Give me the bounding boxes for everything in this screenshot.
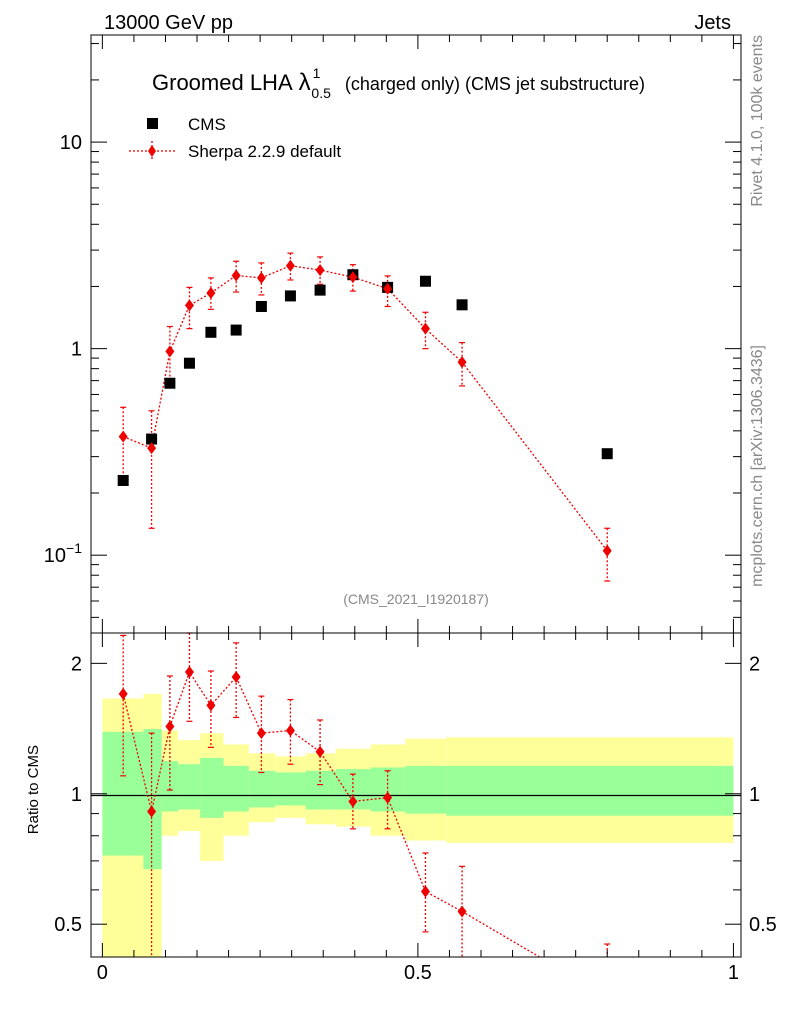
title-lambda: λ <box>299 69 311 96</box>
mc-ratio-point <box>457 905 467 918</box>
uncertainty-band-inner <box>481 765 734 816</box>
legend-data-marker <box>147 118 158 129</box>
data-point <box>117 474 129 486</box>
ratio-plot-panel: 0.5 0.5 1 1 2 2 0 0.5 1 Ratio to CMS <box>25 632 777 984</box>
mc-ratio-point <box>231 670 241 683</box>
data-point <box>146 433 158 445</box>
data-point <box>456 299 468 311</box>
mc-ratio-point <box>256 727 266 740</box>
uncertainty-band-inner <box>200 757 224 818</box>
ratio-y-tick-label-right: 2 <box>749 653 760 675</box>
data-points <box>117 269 613 486</box>
mc-ratio-point <box>206 699 216 712</box>
data-point <box>255 300 267 312</box>
ratio-ylabel: Ratio to CMS <box>25 745 42 834</box>
title-main: Groomed LHA <box>152 70 293 95</box>
mc-line <box>122 265 608 552</box>
mc-ratio-point <box>420 885 430 898</box>
mc-point <box>348 271 358 284</box>
mc-point <box>285 259 295 272</box>
ratio-band-inner <box>102 729 734 870</box>
legend-data-label: CMS <box>188 115 226 134</box>
legend: CMS Sherpa 2.2.9 default <box>129 115 341 161</box>
legend-mc-marker <box>148 145 156 157</box>
mc-point <box>256 271 266 284</box>
mc-ratio-point <box>184 666 194 679</box>
mc-ratio-point <box>348 795 358 808</box>
data-point <box>601 448 613 460</box>
mc-point <box>420 322 430 335</box>
plot-title: Groomed LHA λ 1 0.5 (charged only) (CMS jet … <box>152 65 645 101</box>
mc-line-main <box>122 265 608 552</box>
mc-point <box>602 544 612 557</box>
uncertainty-band-inner <box>275 772 306 806</box>
uncertainty-band-inner <box>143 729 162 870</box>
mc-ratio-point <box>118 687 128 700</box>
mc-point <box>147 442 157 455</box>
x-tick-label: 1 <box>728 962 739 984</box>
ratio-y-tick-label-left: 2 <box>71 653 82 675</box>
mc-point <box>315 264 325 277</box>
uncertainty-band-inner <box>178 764 201 810</box>
uncertainty-band-inner <box>446 765 481 816</box>
mc-points-main <box>118 259 612 557</box>
uncertainty-band-inner <box>223 765 249 812</box>
mc-point <box>165 345 175 358</box>
main-axes: 10−1 1 10 <box>44 35 741 633</box>
data-point <box>230 324 242 336</box>
process-label: Jets <box>694 12 731 34</box>
mc-ratio-line <box>122 670 540 958</box>
mc-ratio-point <box>165 720 175 733</box>
uncertainty-band-inner <box>405 765 447 814</box>
data-point <box>314 284 326 296</box>
title-sub: 0.5 <box>311 85 331 101</box>
data-point <box>205 326 217 338</box>
x-tick-label: 0.5 <box>404 962 432 984</box>
source-label: mcplots.cern.ch [arXiv:1306.3436] <box>749 345 766 587</box>
analysis-id: (CMS_2021_I1920187) <box>343 591 489 607</box>
y-tick-label: 10−1 <box>44 540 82 567</box>
ratio-frame <box>90 632 742 958</box>
mc-ratio-point <box>147 805 157 818</box>
uncertainty-band-inner <box>248 770 276 808</box>
uncertainty-band-inner <box>370 767 406 812</box>
data-point <box>183 357 195 369</box>
mc-point <box>184 299 194 312</box>
mc-point <box>206 286 216 299</box>
uncertainty-band-inner <box>102 731 144 856</box>
mc-point <box>231 269 241 282</box>
mc-ratio-point <box>285 724 295 737</box>
y-tick-label: 10 <box>60 132 82 154</box>
ratio-y-tick-label-left: 0.5 <box>54 914 82 936</box>
x-tick-label: 0 <box>97 962 108 984</box>
energy-label: 13000 GeV pp <box>104 12 233 34</box>
data-point <box>284 290 296 302</box>
ratio-y-tick-label-right: 1 <box>749 784 760 806</box>
mc-ratio-point <box>315 745 325 758</box>
title-sup: 1 <box>313 65 321 81</box>
ratio-axes: 0.5 0.5 1 1 2 2 0 0.5 1 <box>54 633 777 984</box>
mc-ratio-point <box>383 791 393 804</box>
uncertainty-band-inner <box>161 761 179 812</box>
ratio-y-tick-label-right: 0.5 <box>749 914 777 936</box>
ratio-band-outer <box>102 693 734 957</box>
rivet-version-label: Rivet 4.1.0, 100k events <box>749 35 766 207</box>
data-point <box>164 377 176 389</box>
mc-point <box>457 356 467 369</box>
mc-points-ratio <box>118 666 467 918</box>
mc-line-ratio <box>122 670 540 958</box>
ratio-y-tick-label-left: 1 <box>71 784 82 806</box>
mc-point <box>383 282 393 295</box>
y-tick-label: 1 <box>71 339 82 361</box>
title-tail: (charged only) (CMS jet substructure) <box>345 74 645 94</box>
data-point <box>419 275 431 287</box>
legend-mc-label: Sherpa 2.2.9 default <box>188 142 341 161</box>
mc-point <box>118 430 128 443</box>
